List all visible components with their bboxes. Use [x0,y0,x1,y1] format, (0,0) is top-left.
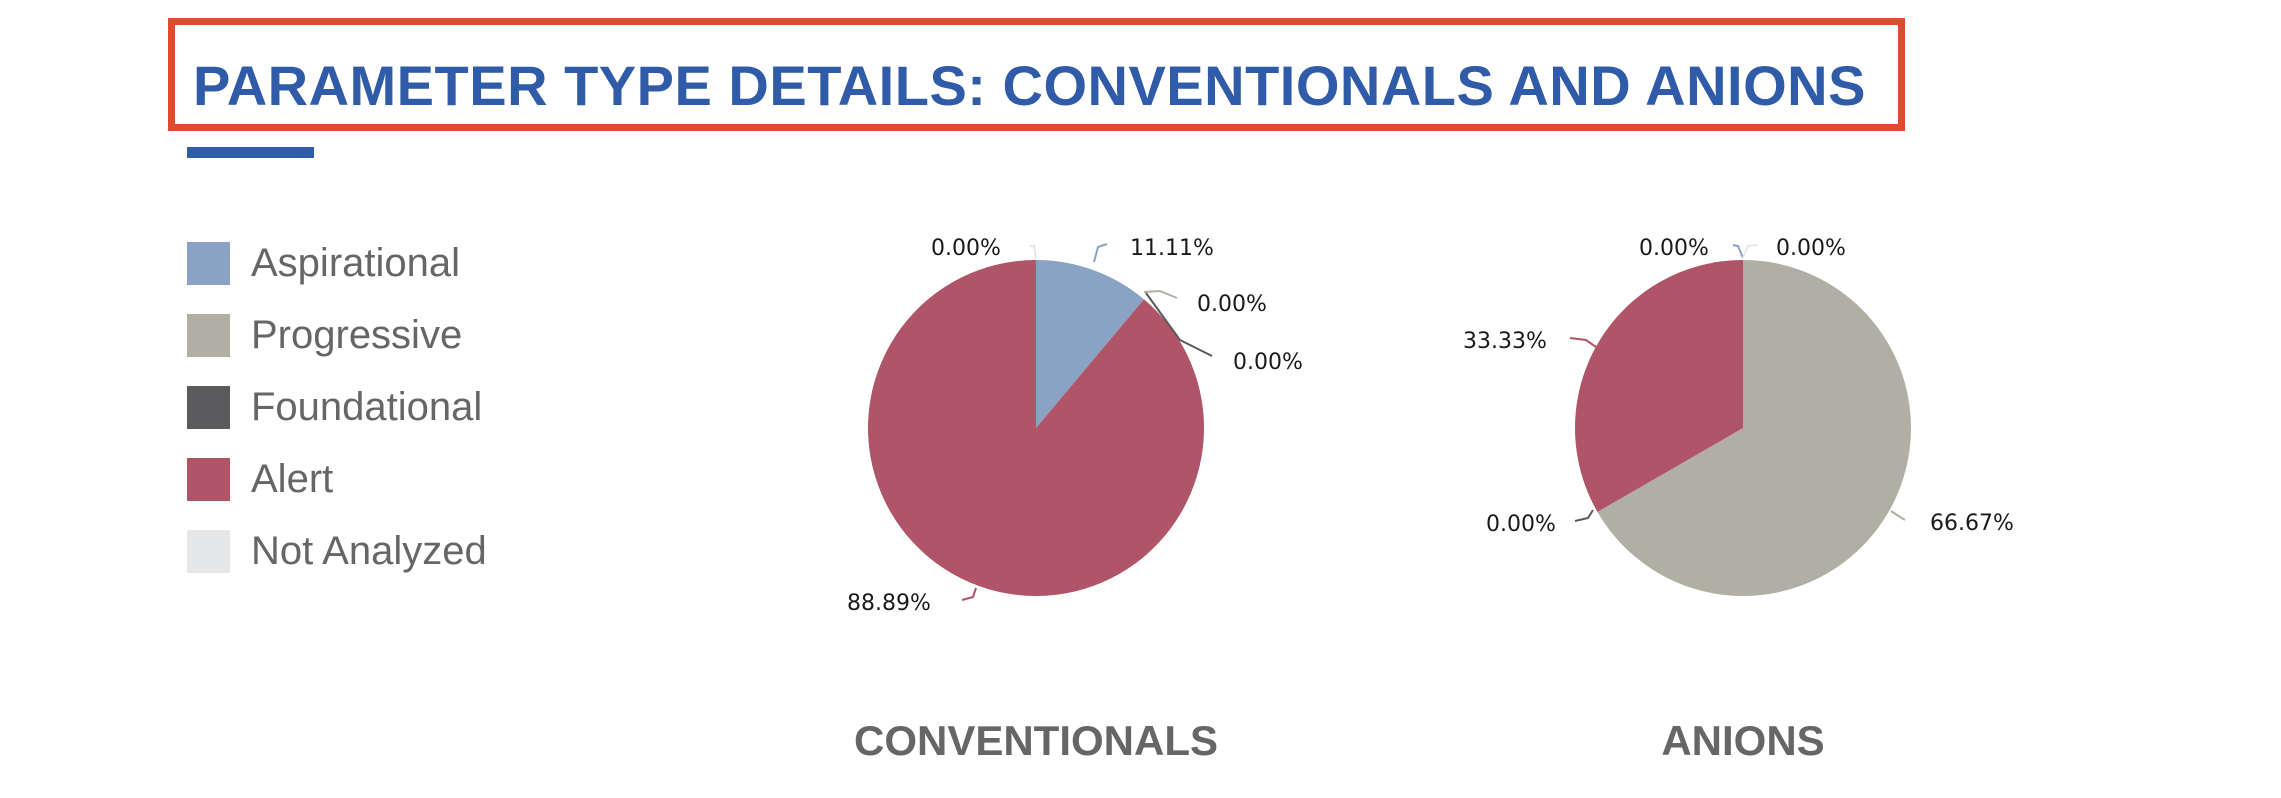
legend-swatch [187,530,230,573]
pie-slice-alert [868,260,1204,596]
legend-label: Progressive [251,313,463,357]
pie-leader-line [1093,243,1108,263]
pie-data-label: 11.11% [1130,236,1214,261]
pie-data-label: 0.00% [931,236,1001,261]
legend-label: Foundational [251,385,483,429]
pie-leader-line [961,587,977,601]
pie-leader-line [1742,244,1758,259]
pie-leader-line [1143,289,1178,299]
pie-slice-alert [1575,259,1743,512]
pie-leader-line [1569,337,1597,348]
chart-title-anions: ANIONS [1661,717,1824,764]
legend-swatch [187,386,230,429]
pie-data-label: 0.00% [1486,512,1556,537]
legend-swatch [187,458,230,501]
pie-data-label: 33.33% [1463,329,1547,354]
pie-leader-line [1890,510,1906,521]
pie-slice-aspirational [1036,260,1144,428]
pie-data-label: 66.67% [1930,511,2014,536]
pie-data-label: 0.00% [1233,350,1303,375]
chart-title-conventionals: CONVENTIONALS [854,717,1218,764]
pie-data-label: 88.89% [847,591,931,616]
title-accent-bar [187,147,314,158]
legend-label: Not Analyzed [251,529,487,573]
pie-data-label: 0.00% [1776,236,1846,261]
pie-data-label: 0.00% [1639,236,1709,261]
legend-label: Alert [251,457,334,501]
pie-leader-line [1145,292,1213,357]
pie-leader-line [1574,509,1594,522]
legend-swatch [187,314,230,357]
pie-leader-line [1732,244,1744,259]
pie-data-label: 0.00% [1197,292,1267,317]
legend-swatch [187,242,230,285]
pie-leader-line [1030,245,1037,259]
page-title: PARAMETER TYPE DETAILS: CONVENTIONALS AN… [193,54,1866,117]
pie-slice-progressive [1597,260,1911,596]
legend-label: Aspirational [251,241,461,285]
title-box: PARAMETER TYPE DETAILS: CONVENTIONALS AN… [168,18,1905,131]
